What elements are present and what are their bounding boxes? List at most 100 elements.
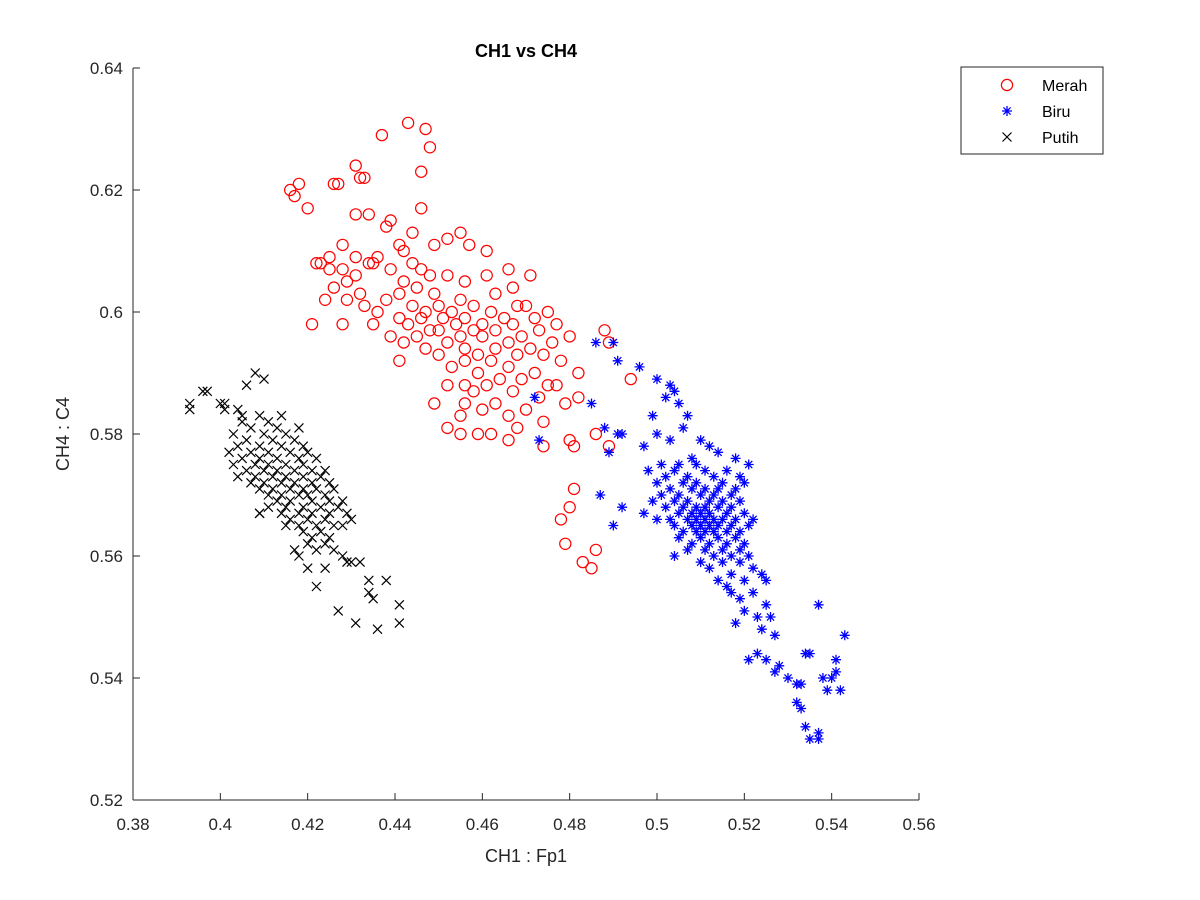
- point-merah: [340, 293, 354, 306]
- point-putih: [285, 496, 296, 507]
- point-biru: [669, 520, 680, 531]
- point-biru: [682, 471, 693, 482]
- point-merah: [563, 433, 576, 447]
- point-biru: [730, 532, 741, 543]
- point-merah: [305, 318, 319, 331]
- point-merah: [467, 385, 480, 398]
- point-putih: [333, 605, 344, 616]
- point-putih: [307, 465, 317, 476]
- point-merah: [362, 257, 375, 270]
- point-merah: [445, 360, 458, 374]
- point-biru: [713, 520, 724, 531]
- point-merah: [458, 354, 472, 367]
- point-merah: [384, 330, 397, 343]
- point-putih: [394, 599, 405, 610]
- point-biru: [748, 563, 759, 574]
- point-biru: [813, 734, 824, 744]
- point-putih: [267, 471, 278, 482]
- point-putih: [298, 459, 309, 470]
- point-biru: [726, 551, 737, 561]
- point-merah: [480, 244, 493, 258]
- y-tick-label: 0.62: [90, 181, 123, 200]
- point-biru: [730, 483, 741, 494]
- point-biru: [665, 380, 676, 391]
- point-biru: [673, 398, 684, 409]
- x-tick-label: 0.52: [728, 815, 761, 834]
- point-biru: [669, 551, 680, 561]
- point-biru: [813, 727, 824, 738]
- point-merah: [471, 366, 485, 380]
- point-merah: [441, 232, 454, 245]
- point-putih: [228, 459, 239, 470]
- point-biru: [647, 496, 658, 507]
- point-merah: [327, 281, 341, 294]
- point-biru: [704, 563, 715, 574]
- point-putih: [280, 502, 291, 513]
- point-putih: [337, 551, 348, 561]
- point-putih: [324, 477, 335, 488]
- legend-label-merah: Merah: [1042, 78, 1087, 95]
- point-merah: [353, 171, 367, 184]
- point-biru: [652, 429, 662, 439]
- point-biru: [695, 520, 706, 531]
- point-putih: [337, 520, 348, 531]
- point-biru: [599, 422, 610, 433]
- point-biru: [665, 435, 676, 446]
- y-tick-label: 0.64: [90, 59, 123, 78]
- point-biru: [695, 435, 706, 446]
- point-biru: [839, 630, 850, 641]
- point-biru: [678, 526, 689, 537]
- x-tick-label: 0.56: [902, 815, 935, 834]
- point-biru: [743, 520, 754, 531]
- point-biru: [721, 581, 732, 592]
- point-merah: [336, 238, 349, 252]
- point-putih: [276, 477, 287, 488]
- point-biru: [652, 514, 662, 525]
- point-merah: [546, 336, 559, 349]
- point-putih: [272, 465, 283, 476]
- point-biru: [734, 593, 745, 604]
- point-biru: [748, 587, 759, 598]
- point-merah: [454, 427, 467, 441]
- point-biru: [730, 618, 741, 629]
- point-putih: [311, 544, 322, 555]
- point-putih: [280, 459, 291, 470]
- y-tick-label: 0.54: [90, 669, 123, 688]
- point-merah: [463, 238, 476, 252]
- point-merah: [476, 403, 489, 416]
- point-biru: [717, 496, 728, 507]
- point-merah: [419, 122, 432, 136]
- point-merah: [454, 226, 467, 239]
- point-putih: [298, 441, 309, 452]
- point-biru: [726, 587, 737, 598]
- point-putih: [381, 575, 392, 586]
- point-putih: [289, 544, 300, 555]
- point-biru: [804, 648, 815, 659]
- point-putih: [259, 477, 269, 488]
- point-merah: [428, 397, 441, 410]
- point-biru: [734, 471, 745, 482]
- point-putih: [342, 557, 352, 568]
- point-merah: [454, 409, 467, 422]
- point-biru: [682, 514, 693, 525]
- point-merah: [353, 287, 367, 300]
- point-putih: [237, 410, 248, 421]
- point-merah: [559, 537, 572, 551]
- point-merah: [502, 433, 515, 447]
- point-merah: [397, 244, 410, 258]
- point-merah: [397, 336, 410, 349]
- point-biru: [721, 526, 732, 537]
- legend: Merah Biru Putih: [960, 66, 1104, 155]
- point-merah: [476, 330, 489, 343]
- point-biru: [769, 630, 780, 641]
- point-merah: [458, 379, 472, 392]
- point-putih: [237, 453, 248, 464]
- point-putih: [298, 471, 309, 482]
- point-putih: [355, 557, 365, 568]
- point-putih: [346, 557, 357, 568]
- point-biru: [817, 673, 828, 683]
- point-merah: [423, 269, 437, 282]
- point-merah: [432, 324, 445, 337]
- point-putih: [202, 386, 213, 397]
- point-merah: [541, 305, 555, 319]
